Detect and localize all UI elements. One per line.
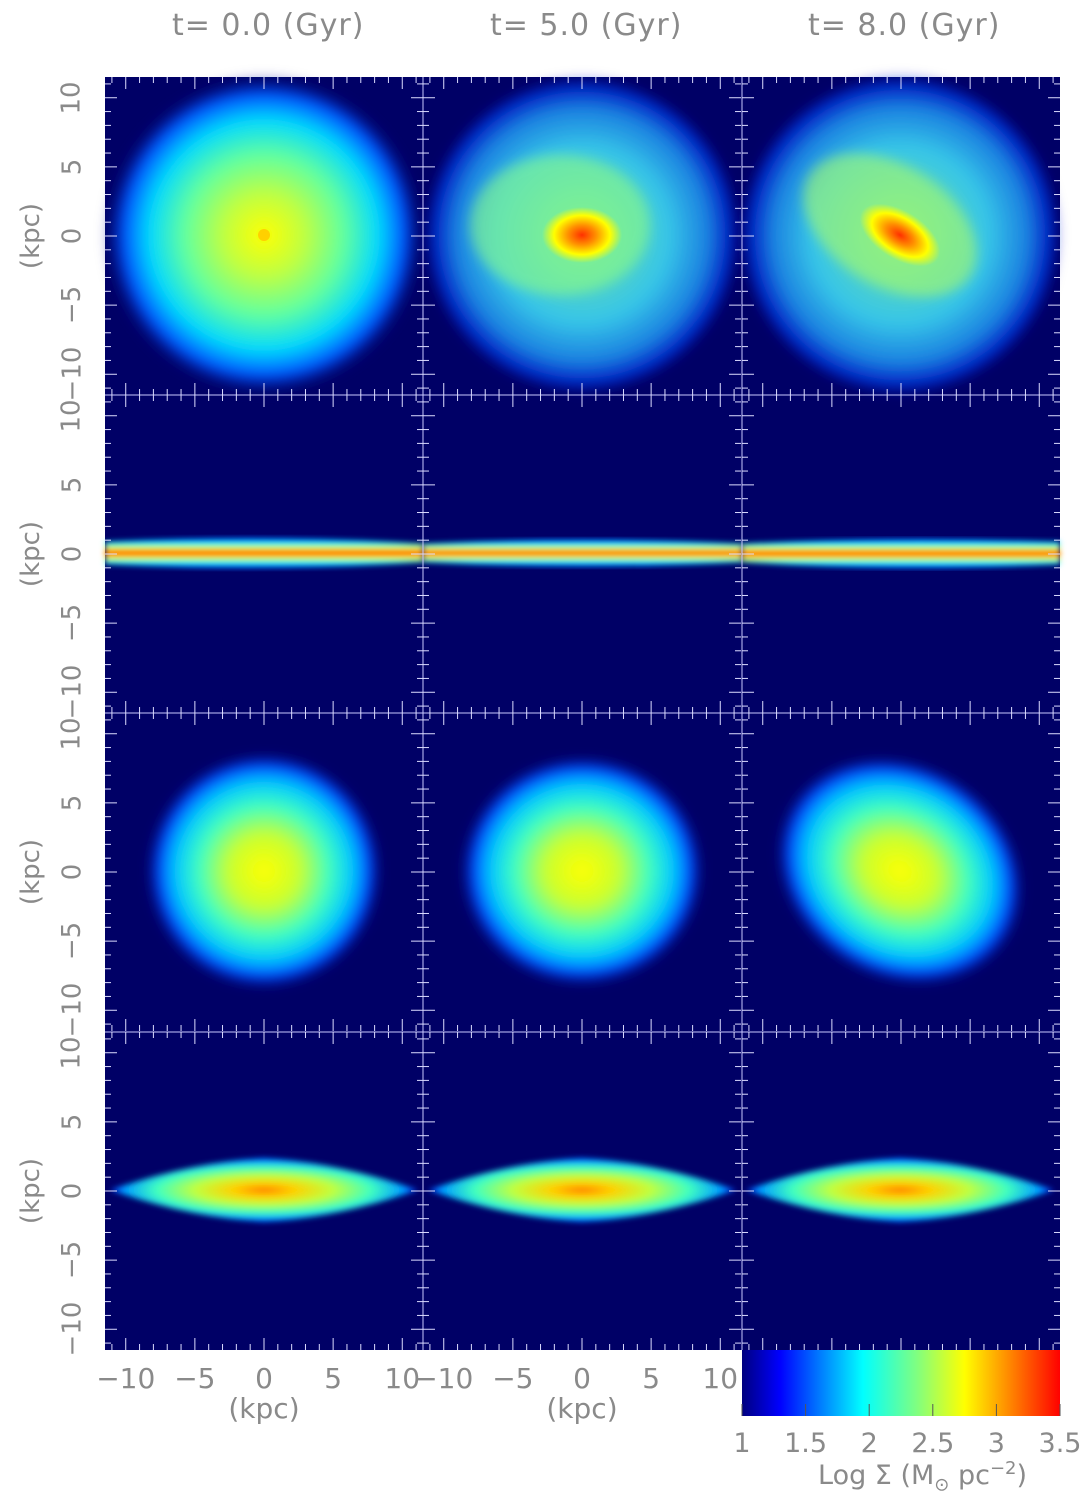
- x-tick-label-col2: 5: [642, 1362, 661, 1395]
- panel-r2c3: [742, 538, 1060, 569]
- column-title-1: t= 0.0 (Gyr): [172, 8, 365, 43]
- panel-r3c3: [775, 756, 1025, 986]
- colorbar: [742, 1350, 1060, 1416]
- column-title-3: t= 8.0 (Gyr): [808, 8, 1001, 43]
- panel-r4c1: [110, 1158, 418, 1222]
- panel-r2c2: [423, 539, 742, 567]
- panel-r4c2: [428, 1158, 736, 1222]
- colorbar-label: Log Σ (M⊙ pc−2): [818, 1458, 1028, 1495]
- x-tick-label-col1: 5: [324, 1362, 343, 1395]
- panel-r3c2: [460, 756, 704, 986]
- colorbar-tick-label: 2: [860, 1428, 878, 1459]
- x-tick-label-col1: 0: [255, 1362, 273, 1395]
- x-tick-label-col1: −10: [96, 1362, 156, 1395]
- panel-r2c1: [105, 537, 423, 569]
- panel-r4c3: [746, 1158, 1054, 1222]
- colorbar-tick-label: 2.5: [911, 1428, 955, 1459]
- colorbar-tick-label: 1.5: [784, 1428, 828, 1459]
- panel-r3c1: [146, 753, 382, 989]
- x-tick-label-col2: 10: [702, 1362, 739, 1395]
- x-axis-label-col1: (kpc): [228, 1392, 300, 1425]
- colorbar-ticks: [741, 1404, 1061, 1416]
- panel-r1c3: [740, 75, 1060, 395]
- colorbar-tick-label: 3: [987, 1428, 1005, 1459]
- colorbar-tick-label: 3.5: [1038, 1428, 1082, 1459]
- x-tick-label-col2: 0: [573, 1362, 591, 1395]
- x-tick-label-col1: −5: [174, 1362, 216, 1395]
- tick-marks: [105, 77, 1060, 1350]
- colorbar-tick-label: 1: [733, 1428, 751, 1459]
- column-title-2: t= 5.0 (Gyr): [490, 8, 683, 43]
- x-tick-label-col2: −5: [492, 1362, 534, 1395]
- panel-r1c1: [104, 75, 424, 395]
- panel-r1c2: [424, 77, 740, 393]
- x-axis-label-col2: (kpc): [546, 1392, 618, 1425]
- x-tick-label-col2: −10: [414, 1362, 474, 1395]
- x-tick-label-col1: 10: [384, 1362, 421, 1395]
